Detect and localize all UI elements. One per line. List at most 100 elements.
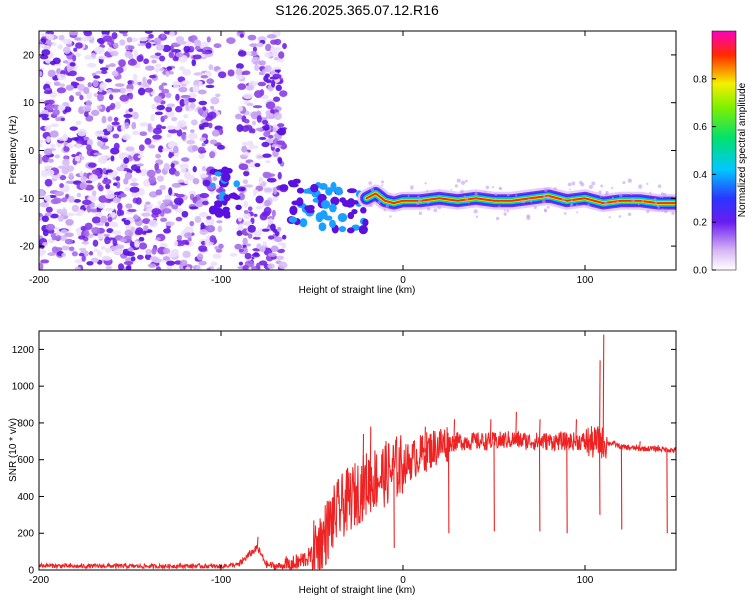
spectral-noise-dot bbox=[165, 106, 173, 113]
spectral-noise-dot bbox=[192, 165, 197, 173]
y-tick-label: 800 bbox=[17, 418, 34, 429]
spectral-noise-dot bbox=[98, 88, 103, 93]
spectral-noise-dot bbox=[156, 124, 163, 130]
spectral-noise-dot bbox=[87, 195, 97, 202]
spectral-noise-dot bbox=[132, 73, 138, 81]
spectral-noise-dot bbox=[168, 187, 173, 196]
spectral-noise-dot bbox=[254, 163, 261, 168]
carrier-speckle bbox=[410, 185, 414, 190]
spectral-noise-dot bbox=[206, 78, 215, 85]
carrier-speckle bbox=[527, 198, 531, 201]
spectral-noise-dot bbox=[129, 186, 140, 193]
spectrogram-x-label: Height of straight line (km) bbox=[299, 285, 416, 296]
y-tick-label: 1000 bbox=[12, 382, 35, 393]
spectral-noise-dot bbox=[63, 146, 70, 152]
carrier-speckle bbox=[598, 190, 602, 194]
spectral-noise-dot bbox=[91, 169, 101, 175]
carrier-speckle bbox=[641, 199, 645, 203]
spectral-noise-dot bbox=[145, 248, 152, 256]
spectral-noise-dot bbox=[87, 82, 92, 88]
spectral-noise-dot bbox=[271, 51, 281, 57]
carrier-speckle bbox=[485, 185, 490, 190]
spectral-noise-dot bbox=[236, 230, 243, 237]
spectral-transition-blob bbox=[306, 208, 315, 214]
carrier-speckle bbox=[366, 198, 369, 201]
carrier-speckle bbox=[627, 212, 632, 217]
spectral-noise-dot bbox=[272, 66, 282, 70]
spectral-noise-dot bbox=[43, 165, 54, 170]
spectral-noise-dot bbox=[238, 216, 243, 222]
spectral-noise-dot bbox=[107, 47, 113, 53]
spectral-noise-dot bbox=[155, 153, 162, 159]
y-tick-label: 0 bbox=[28, 566, 34, 577]
spectral-noise-dot bbox=[206, 267, 212, 270]
spectral-noise-dot bbox=[173, 145, 179, 154]
spectral-noise-dot bbox=[84, 222, 93, 230]
spectral-noise-dot bbox=[145, 42, 152, 49]
carrier-speckle bbox=[474, 191, 478, 196]
spectral-noise-dot bbox=[201, 51, 211, 55]
carrier-speckle bbox=[646, 209, 650, 214]
spectral-noise-dot bbox=[282, 42, 287, 50]
spectral-noise-dot bbox=[186, 139, 196, 145]
carrier-speckle bbox=[473, 209, 478, 214]
spectral-noise-dot bbox=[57, 44, 63, 50]
spectral-noise-dot bbox=[151, 208, 162, 215]
spectral-noise-dot bbox=[123, 113, 133, 118]
carrier-speckle bbox=[389, 215, 392, 218]
spectral-noise-dot bbox=[271, 79, 276, 88]
spectral-noise-dot bbox=[193, 39, 202, 46]
spectral-noise-dot bbox=[275, 84, 282, 92]
spectral-noise-dot bbox=[94, 130, 105, 137]
spectral-noise-dot bbox=[105, 169, 114, 173]
x-tick-label: -100 bbox=[211, 575, 231, 586]
spectral-noise-dot bbox=[128, 230, 133, 239]
spectral-noise-dot bbox=[255, 205, 263, 210]
spectral-noise-dot bbox=[59, 83, 66, 88]
spectral-noise-dot bbox=[201, 165, 207, 172]
spectral-noise-dot bbox=[97, 55, 108, 60]
spectrogram-y-label: Frequency (Hz) bbox=[8, 116, 19, 185]
spectral-noise-dot bbox=[238, 163, 249, 171]
spectral-noise-dot bbox=[124, 50, 132, 58]
spectral-noise-dot bbox=[53, 81, 61, 87]
spectral-noise-dot bbox=[141, 212, 151, 217]
spectral-noise-dot bbox=[56, 87, 67, 94]
spectral-noise-dot bbox=[253, 213, 258, 217]
spectral-noise-dot bbox=[105, 265, 113, 270]
colorbar-tick-label: 0.4 bbox=[693, 170, 707, 181]
spectral-noise-dot bbox=[183, 226, 194, 235]
spectral-noise-dot bbox=[197, 146, 206, 154]
spectral-noise-dot bbox=[44, 178, 53, 187]
spectral-noise-dot bbox=[216, 267, 222, 270]
spectral-noise-dot bbox=[106, 228, 114, 234]
spectral-noise-dot bbox=[92, 239, 99, 247]
carrier-speckle bbox=[450, 188, 453, 191]
carrier-speckle bbox=[662, 192, 667, 197]
spectral-noise-dot bbox=[44, 194, 51, 202]
spectral-noise-dot bbox=[79, 170, 84, 177]
spectral-noise-dot bbox=[69, 126, 78, 131]
y-tick-label: 600 bbox=[17, 455, 34, 466]
spectral-noise-dot bbox=[158, 84, 164, 91]
spectral-noise-dot bbox=[75, 91, 82, 97]
spectral-noise-dot bbox=[61, 208, 68, 216]
spectral-noise-dot bbox=[159, 67, 165, 72]
colorbar-tick-label: 0.2 bbox=[693, 218, 707, 229]
spectral-noise-dot bbox=[56, 68, 61, 74]
spectral-noise-dot bbox=[171, 204, 179, 210]
spectral-noise-dot bbox=[193, 72, 203, 76]
spectral-noise-dot bbox=[162, 256, 171, 261]
spectral-noise-dot bbox=[151, 103, 157, 110]
spectral-noise-dot bbox=[62, 46, 71, 54]
spectral-noise-dot bbox=[65, 84, 74, 91]
spectral-noise-dot bbox=[274, 38, 282, 46]
spectral-noise-dot bbox=[45, 103, 54, 110]
y-tick-label: -10 bbox=[20, 194, 35, 205]
spectral-noise-dot bbox=[133, 214, 139, 220]
spectral-noise-dot bbox=[131, 121, 137, 130]
spectral-noise-dot bbox=[57, 73, 67, 81]
spectral-noise-dot bbox=[168, 152, 173, 159]
carrier-speckle bbox=[553, 187, 557, 191]
spectral-noise-dot bbox=[263, 206, 272, 215]
